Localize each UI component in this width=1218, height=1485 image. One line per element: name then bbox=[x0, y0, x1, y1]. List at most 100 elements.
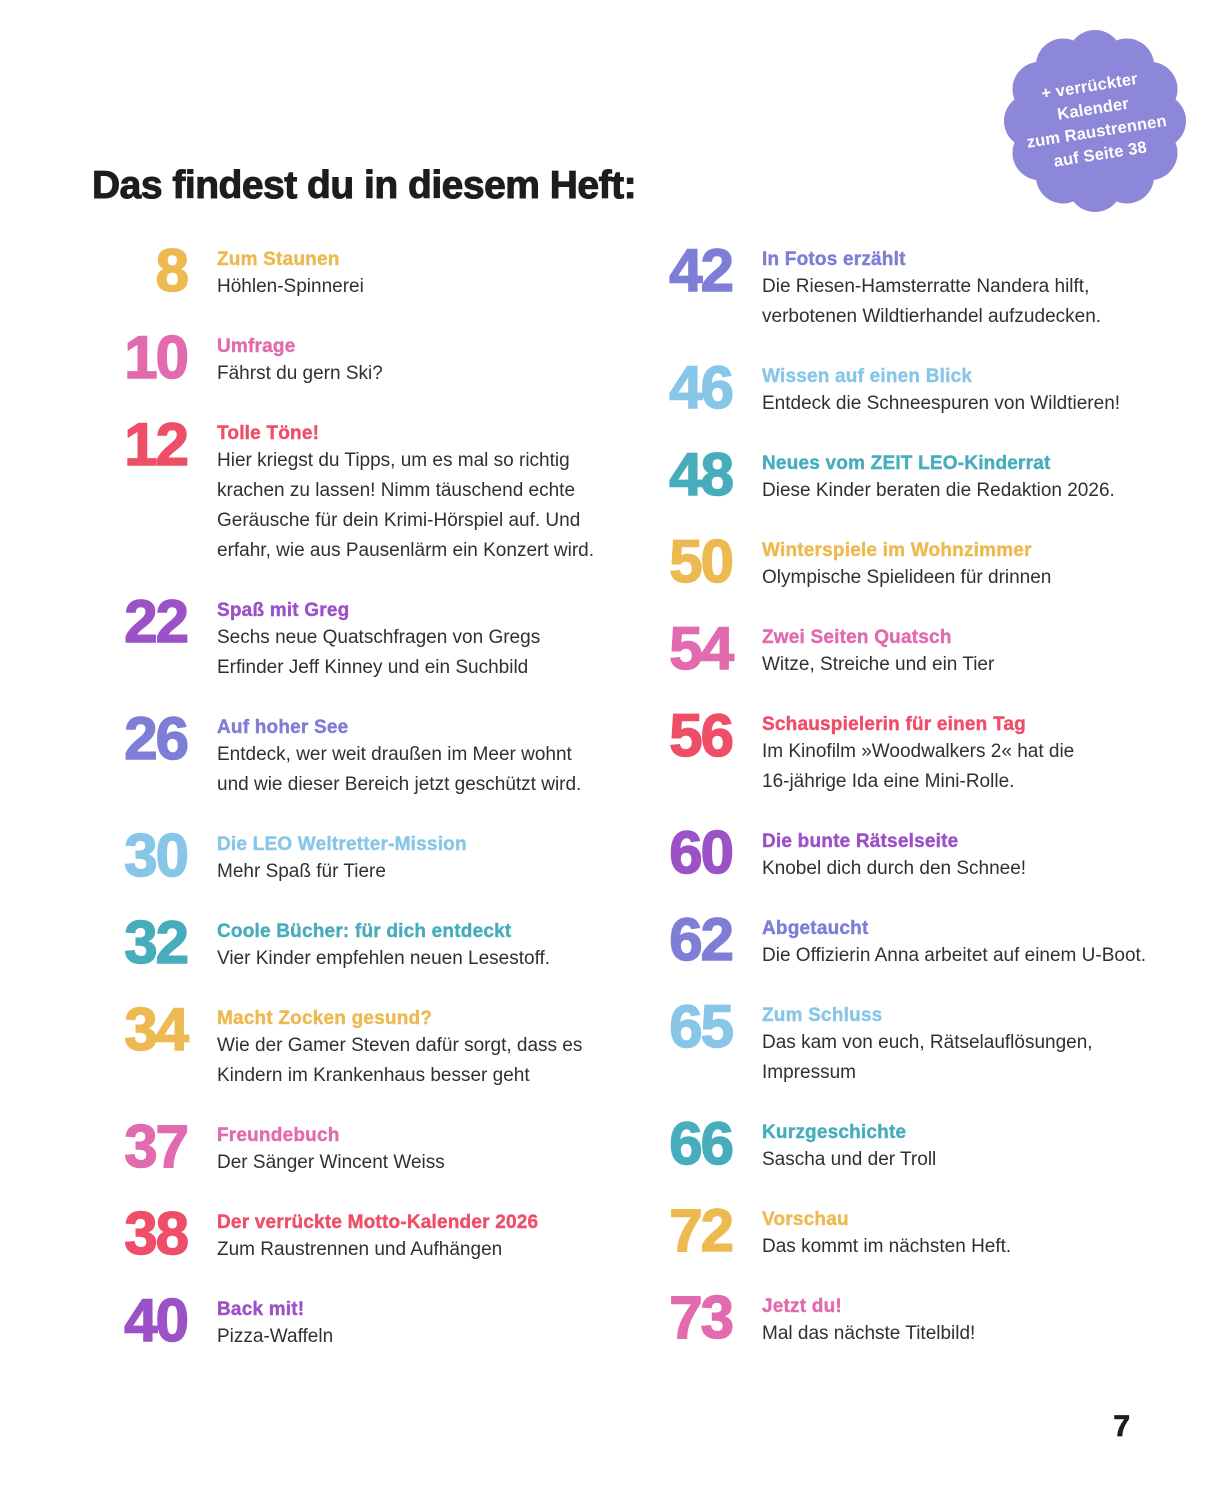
entry-page-number: 46 bbox=[669, 354, 735, 421]
page-title: Das findest du in diesem Heft: bbox=[91, 164, 637, 208]
entry-title: Der verrückte Motto-Kalender 2026 bbox=[217, 1212, 539, 1233]
toc-entry: 62 Abgetaucht Die Offizierin Anna arbeit… bbox=[637, 906, 1182, 973]
entry-text: Umfrage Fährst du gern Ski? bbox=[217, 335, 637, 389]
entry-page-number: 73 bbox=[669, 1284, 735, 1351]
entry-description: Höhlen-Spinnerei bbox=[217, 276, 364, 297]
entry-description: Das kommt im nächsten Heft. bbox=[762, 1236, 1012, 1257]
entry-page-number: 65 bbox=[669, 993, 735, 1060]
entry-text: Spaß mit Greg Sechs neue Quatschfragen v… bbox=[217, 599, 637, 683]
entry-description: Vier Kinder empfehlen neuen Lesestoff. bbox=[217, 948, 551, 969]
entry-text: Neues vom ZEIT LEO-Kinderrat Diese Kinde… bbox=[762, 452, 1182, 506]
entry-text: Abgetaucht Die Offizierin Anna arbeitet … bbox=[762, 917, 1182, 971]
toc-entry: 32 Coole Bücher: für dich entdeckt Vier … bbox=[92, 909, 637, 976]
entry-text: Freundebuch Der Sänger Wincent Weiss bbox=[217, 1124, 637, 1178]
entry-title: Zum Schluss bbox=[762, 1005, 883, 1026]
toc-column-left: 8 Zum Staunen Höhlen-Spinnerei 10 Umfrag… bbox=[92, 240, 637, 1385]
toc-entry: 34 Macht Zocken gesund? Wie der Gamer St… bbox=[92, 999, 637, 1091]
entry-page-number: 40 bbox=[124, 1287, 190, 1354]
entry-description: Die Riesen-Hamsterratte Nandera hilft, v… bbox=[762, 276, 1102, 327]
toc-entry: 8 Zum Staunen Höhlen-Spinnerei bbox=[92, 240, 637, 302]
entry-title: Zwei Seiten Quatsch bbox=[762, 627, 952, 648]
toc-entry: 50 Winterspiele im Wohnzimmer Olympische… bbox=[637, 528, 1182, 595]
entry-description: Der Sänger Wincent Weiss bbox=[217, 1152, 445, 1173]
toc-entry: 38 Der verrückte Motto-Kalender 2026 Zum… bbox=[92, 1200, 637, 1267]
entry-description: Knobel dich durch den Schnee! bbox=[762, 858, 1027, 879]
entry-page-number: 54 bbox=[669, 615, 735, 682]
entry-text: Auf hoher See Entdeck, wer weit draußen … bbox=[217, 716, 637, 800]
entry-text: Back mit! Pizza-Waffeln bbox=[217, 1298, 637, 1352]
toc-entry: 56 Schauspielerin für einen Tag Im Kinof… bbox=[637, 702, 1182, 797]
entry-page-number: 60 bbox=[669, 819, 735, 886]
entry-title: In Fotos erzählt bbox=[762, 249, 906, 270]
entry-text: Die bunte Rätselseite Knobel dich durch … bbox=[762, 830, 1182, 884]
toc-entry: 46 Wissen auf einen Blick Entdeck die Sc… bbox=[637, 354, 1182, 421]
entry-text: Winterspiele im Wohnzimmer Olympische Sp… bbox=[762, 539, 1182, 593]
toc-entry: 12 Tolle Töne! Hier kriegst du Tipps, um… bbox=[92, 411, 637, 566]
entry-page-number: 56 bbox=[669, 702, 735, 769]
entry-description: Zum Raustrennen und Aufhängen bbox=[217, 1239, 503, 1260]
toc-entry: 66 Kurzgeschichte Sascha und der Troll bbox=[637, 1113, 1182, 1175]
entry-description: Entdeck, wer weit draußen im Meer wohnt … bbox=[217, 744, 582, 795]
badge-text: + verrückter Kalender zum Raustrennen au… bbox=[991, 17, 1199, 225]
entry-text: Tolle Töne! Hier kriegst du Tipps, um es… bbox=[217, 422, 637, 566]
entry-page-number: 30 bbox=[124, 822, 190, 889]
entry-description: Mal das nächste Titelbild! bbox=[762, 1323, 976, 1344]
entry-title: Winterspiele im Wohnzimmer bbox=[762, 540, 1032, 561]
entry-page-number: 72 bbox=[669, 1197, 735, 1264]
entry-page-number: 37 bbox=[124, 1113, 190, 1180]
entry-description: Witze, Streiche und ein Tier bbox=[762, 654, 995, 675]
toc-columns: 8 Zum Staunen Höhlen-Spinnerei 10 Umfrag… bbox=[92, 237, 1182, 1385]
folio-page-number: 7 bbox=[1113, 1410, 1130, 1444]
toc-column-right: 42 In Fotos erzählt Die Riesen-Hamsterra… bbox=[637, 237, 1182, 1385]
entry-page-number: 10 bbox=[124, 324, 190, 391]
calendar-badge: + verrückter Kalender zum Raustrennen au… bbox=[1004, 30, 1186, 212]
entry-text: Schauspielerin für einen Tag Im Kinofilm… bbox=[762, 713, 1182, 797]
entry-title: Back mit! bbox=[217, 1299, 305, 1320]
toc-entry: 65 Zum Schluss Das kam von euch, Rätsela… bbox=[637, 993, 1182, 1088]
entry-page-number: 32 bbox=[124, 909, 190, 976]
entry-title: Jetzt du! bbox=[762, 1296, 842, 1317]
entry-title: Auf hoher See bbox=[217, 717, 349, 738]
entry-title: Neues vom ZEIT LEO-Kinderrat bbox=[762, 453, 1051, 474]
entry-page-number: 50 bbox=[669, 528, 735, 595]
entry-page-number: 12 bbox=[124, 411, 190, 478]
entry-text: Vorschau Das kommt im nächsten Heft. bbox=[762, 1208, 1182, 1262]
toc-entry: 37 Freundebuch Der Sänger Wincent Weiss bbox=[92, 1113, 637, 1180]
entry-text: Kurzgeschichte Sascha und der Troll bbox=[762, 1121, 1182, 1175]
toc-entry: 73 Jetzt du! Mal das nächste Titelbild! bbox=[637, 1284, 1182, 1351]
entry-description: Olympische Spielideen für drinnen bbox=[762, 567, 1052, 588]
entry-title: Umfrage bbox=[217, 336, 296, 357]
entry-title: Schauspielerin für einen Tag bbox=[762, 714, 1026, 735]
entry-title: Die LEO Weltretter-Mission bbox=[217, 834, 467, 855]
entry-text: Coole Bücher: für dich entdeckt Vier Kin… bbox=[217, 920, 637, 974]
entry-description: Mehr Spaß für Tiere bbox=[217, 861, 386, 882]
entry-page-number: 42 bbox=[669, 237, 735, 304]
entry-page-number: 22 bbox=[124, 588, 190, 655]
entry-text: Der verrückte Motto-Kalender 2026 Zum Ra… bbox=[217, 1211, 637, 1265]
toc-entry: 48 Neues vom ZEIT LEO-Kinderrat Diese Ki… bbox=[637, 444, 1182, 506]
toc-entry: 54 Zwei Seiten Quatsch Witze, Streiche u… bbox=[637, 615, 1182, 682]
entry-description: Die Offizierin Anna arbeitet auf einem U… bbox=[762, 945, 1147, 966]
entry-page-number: 62 bbox=[669, 906, 735, 973]
entry-text: Zwei Seiten Quatsch Witze, Streiche und … bbox=[762, 626, 1182, 680]
entry-description: Diese Kinder beraten die Redaktion 2026. bbox=[762, 480, 1115, 501]
entry-title: Wissen auf einen Blick bbox=[762, 366, 973, 387]
entry-page-number: 38 bbox=[124, 1200, 190, 1267]
toc-entry: 30 Die LEO Weltretter-Mission Mehr Spaß … bbox=[92, 822, 637, 889]
entry-description: Hier kriegst du Tipps, um es mal so rich… bbox=[217, 450, 595, 561]
entry-description: Entdeck die Schneespuren von Wildtieren! bbox=[762, 393, 1121, 414]
entry-text: Die LEO Weltretter-Mission Mehr Spaß für… bbox=[217, 833, 637, 887]
toc-entry: 10 Umfrage Fährst du gern Ski? bbox=[92, 324, 637, 391]
entry-title: Abgetaucht bbox=[762, 918, 869, 939]
entry-text: Zum Staunen Höhlen-Spinnerei bbox=[217, 248, 637, 302]
toc-entry: 22 Spaß mit Greg Sechs neue Quatschfrage… bbox=[92, 588, 637, 683]
entry-title: Spaß mit Greg bbox=[217, 600, 350, 621]
entry-description: Wie der Gamer Steven dafür sorgt, dass e… bbox=[217, 1035, 583, 1086]
entry-description: Das kam von euch, Rätselauflösungen, Imp… bbox=[762, 1032, 1093, 1083]
entry-text: Wissen auf einen Blick Entdeck die Schne… bbox=[762, 365, 1182, 419]
entry-text: Macht Zocken gesund? Wie der Gamer Steve… bbox=[217, 1007, 637, 1091]
entry-title: Macht Zocken gesund? bbox=[217, 1008, 433, 1029]
entry-description: Fährst du gern Ski? bbox=[217, 363, 383, 384]
entry-text: Zum Schluss Das kam von euch, Rätselaufl… bbox=[762, 1004, 1182, 1088]
entry-description: Im Kinofilm »Woodwalkers 2« hat die 16-j… bbox=[762, 741, 1075, 792]
